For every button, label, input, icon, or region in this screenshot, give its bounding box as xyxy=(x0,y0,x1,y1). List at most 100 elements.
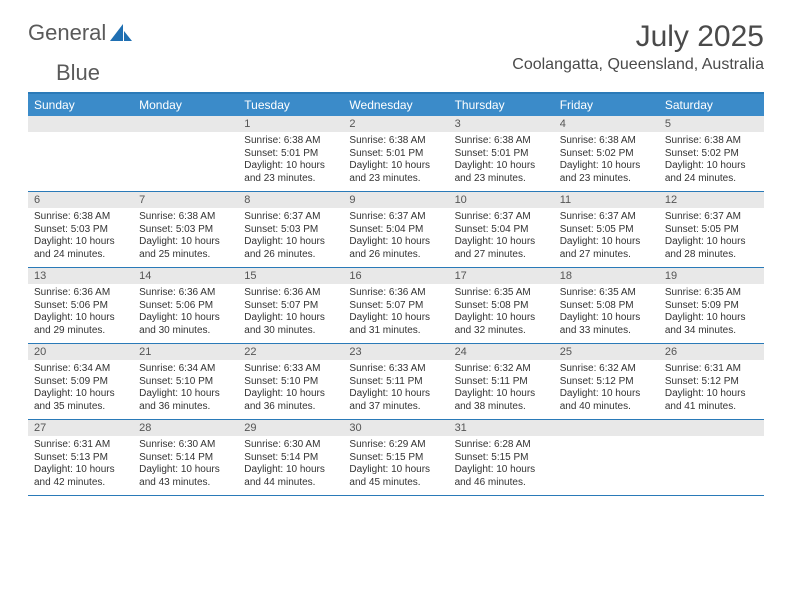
day-body: Sunrise: 6:38 AMSunset: 5:03 PMDaylight:… xyxy=(28,208,133,267)
day-number: 25 xyxy=(554,344,659,360)
weekday-label: Wednesday xyxy=(343,94,448,116)
brand-word2: Blue xyxy=(56,60,100,85)
calendar-week: 27Sunrise: 6:31 AMSunset: 5:13 PMDayligh… xyxy=(28,420,764,496)
calendar-cell: 21Sunrise: 6:34 AMSunset: 5:10 PMDayligh… xyxy=(133,344,238,419)
daylight-line: Daylight: 10 hours and 36 minutes. xyxy=(139,388,232,413)
day-body: Sunrise: 6:35 AMSunset: 5:08 PMDaylight:… xyxy=(554,284,659,343)
sunrise-line: Sunrise: 6:37 AM xyxy=(455,211,548,224)
daylight-line: Daylight: 10 hours and 30 minutes. xyxy=(139,312,232,337)
sunset-line: Sunset: 5:02 PM xyxy=(560,148,653,161)
sunrise-line: Sunrise: 6:33 AM xyxy=(244,363,337,376)
sunrise-line: Sunrise: 6:38 AM xyxy=(560,135,653,148)
sunset-line: Sunset: 5:11 PM xyxy=(455,376,548,389)
day-number: 3 xyxy=(449,116,554,132)
sunrise-line: Sunrise: 6:34 AM xyxy=(139,363,232,376)
day-number: 9 xyxy=(343,192,448,208)
sunset-line: Sunset: 5:10 PM xyxy=(139,376,232,389)
calendar-cell xyxy=(133,116,238,191)
day-number xyxy=(554,420,659,436)
day-number: 13 xyxy=(28,268,133,284)
sunrise-line: Sunrise: 6:36 AM xyxy=(244,287,337,300)
day-number: 4 xyxy=(554,116,659,132)
sunrise-line: Sunrise: 6:31 AM xyxy=(34,439,127,452)
sunrise-line: Sunrise: 6:28 AM xyxy=(455,439,548,452)
daylight-line: Daylight: 10 hours and 37 minutes. xyxy=(349,388,442,413)
daylight-line: Daylight: 10 hours and 28 minutes. xyxy=(665,236,758,261)
sunset-line: Sunset: 5:06 PM xyxy=(34,300,127,313)
sunrise-line: Sunrise: 6:35 AM xyxy=(665,287,758,300)
calendar-week: 6Sunrise: 6:38 AMSunset: 5:03 PMDaylight… xyxy=(28,192,764,268)
sunset-line: Sunset: 5:15 PM xyxy=(349,452,442,465)
day-body: Sunrise: 6:29 AMSunset: 5:15 PMDaylight:… xyxy=(343,436,448,495)
daylight-line: Daylight: 10 hours and 36 minutes. xyxy=(244,388,337,413)
calendar-cell: 27Sunrise: 6:31 AMSunset: 5:13 PMDayligh… xyxy=(28,420,133,495)
calendar-cell: 25Sunrise: 6:32 AMSunset: 5:12 PMDayligh… xyxy=(554,344,659,419)
day-number: 26 xyxy=(659,344,764,360)
daylight-line: Daylight: 10 hours and 33 minutes. xyxy=(560,312,653,337)
day-number: 27 xyxy=(28,420,133,436)
daylight-line: Daylight: 10 hours and 32 minutes. xyxy=(455,312,548,337)
sunrise-line: Sunrise: 6:36 AM xyxy=(349,287,442,300)
daylight-line: Daylight: 10 hours and 46 minutes. xyxy=(455,464,548,489)
calendar-cell: 10Sunrise: 6:37 AMSunset: 5:04 PMDayligh… xyxy=(449,192,554,267)
page-subtitle: Coolangatta, Queensland, Australia xyxy=(512,56,764,74)
day-number: 18 xyxy=(554,268,659,284)
sunrise-line: Sunrise: 6:36 AM xyxy=(139,287,232,300)
day-body: Sunrise: 6:30 AMSunset: 5:14 PMDaylight:… xyxy=(238,436,343,495)
daylight-line: Daylight: 10 hours and 25 minutes. xyxy=(139,236,232,261)
calendar-cell: 30Sunrise: 6:29 AMSunset: 5:15 PMDayligh… xyxy=(343,420,448,495)
daylight-line: Daylight: 10 hours and 23 minutes. xyxy=(560,160,653,185)
day-body: Sunrise: 6:35 AMSunset: 5:08 PMDaylight:… xyxy=(449,284,554,343)
day-body: Sunrise: 6:36 AMSunset: 5:06 PMDaylight:… xyxy=(133,284,238,343)
daylight-line: Daylight: 10 hours and 42 minutes. xyxy=(34,464,127,489)
calendar-cell xyxy=(554,420,659,495)
sunrise-line: Sunrise: 6:36 AM xyxy=(34,287,127,300)
day-body: Sunrise: 6:38 AMSunset: 5:02 PMDaylight:… xyxy=(554,132,659,191)
sunrise-line: Sunrise: 6:37 AM xyxy=(665,211,758,224)
day-number: 7 xyxy=(133,192,238,208)
calendar-cell: 3Sunrise: 6:38 AMSunset: 5:01 PMDaylight… xyxy=(449,116,554,191)
calendar-body: 1Sunrise: 6:38 AMSunset: 5:01 PMDaylight… xyxy=(28,116,764,496)
day-body: Sunrise: 6:37 AMSunset: 5:05 PMDaylight:… xyxy=(659,208,764,267)
day-number: 20 xyxy=(28,344,133,360)
day-body: Sunrise: 6:36 AMSunset: 5:07 PMDaylight:… xyxy=(343,284,448,343)
sunset-line: Sunset: 5:07 PM xyxy=(349,300,442,313)
day-number: 1 xyxy=(238,116,343,132)
daylight-line: Daylight: 10 hours and 23 minutes. xyxy=(455,160,548,185)
day-body xyxy=(28,132,133,190)
calendar-week: 20Sunrise: 6:34 AMSunset: 5:09 PMDayligh… xyxy=(28,344,764,420)
calendar-cell: 9Sunrise: 6:37 AMSunset: 5:04 PMDaylight… xyxy=(343,192,448,267)
calendar-cell: 15Sunrise: 6:36 AMSunset: 5:07 PMDayligh… xyxy=(238,268,343,343)
sunset-line: Sunset: 5:06 PM xyxy=(139,300,232,313)
day-number: 15 xyxy=(238,268,343,284)
day-number: 10 xyxy=(449,192,554,208)
daylight-line: Daylight: 10 hours and 23 minutes. xyxy=(244,160,337,185)
sunset-line: Sunset: 5:02 PM xyxy=(665,148,758,161)
daylight-line: Daylight: 10 hours and 26 minutes. xyxy=(349,236,442,261)
day-number: 5 xyxy=(659,116,764,132)
sunrise-line: Sunrise: 6:30 AM xyxy=(139,439,232,452)
calendar-cell: 13Sunrise: 6:36 AMSunset: 5:06 PMDayligh… xyxy=(28,268,133,343)
daylight-line: Daylight: 10 hours and 44 minutes. xyxy=(244,464,337,489)
brand-sail-icon xyxy=(110,24,132,42)
daylight-line: Daylight: 10 hours and 43 minutes. xyxy=(139,464,232,489)
day-number: 24 xyxy=(449,344,554,360)
calendar-cell: 12Sunrise: 6:37 AMSunset: 5:05 PMDayligh… xyxy=(659,192,764,267)
day-body: Sunrise: 6:33 AMSunset: 5:11 PMDaylight:… xyxy=(343,360,448,419)
day-body: Sunrise: 6:34 AMSunset: 5:10 PMDaylight:… xyxy=(133,360,238,419)
brand-word1: General xyxy=(28,20,106,46)
daylight-line: Daylight: 10 hours and 40 minutes. xyxy=(560,388,653,413)
day-number: 23 xyxy=(343,344,448,360)
day-body: Sunrise: 6:38 AMSunset: 5:03 PMDaylight:… xyxy=(133,208,238,267)
day-body: Sunrise: 6:30 AMSunset: 5:14 PMDaylight:… xyxy=(133,436,238,495)
daylight-line: Daylight: 10 hours and 38 minutes. xyxy=(455,388,548,413)
daylight-line: Daylight: 10 hours and 27 minutes. xyxy=(455,236,548,261)
sunrise-line: Sunrise: 6:29 AM xyxy=(349,439,442,452)
day-body xyxy=(554,436,659,494)
sunset-line: Sunset: 5:05 PM xyxy=(560,224,653,237)
calendar-cell: 6Sunrise: 6:38 AMSunset: 5:03 PMDaylight… xyxy=(28,192,133,267)
sunset-line: Sunset: 5:10 PM xyxy=(244,376,337,389)
sunset-line: Sunset: 5:12 PM xyxy=(665,376,758,389)
day-number: 8 xyxy=(238,192,343,208)
weekday-label: Thursday xyxy=(449,94,554,116)
